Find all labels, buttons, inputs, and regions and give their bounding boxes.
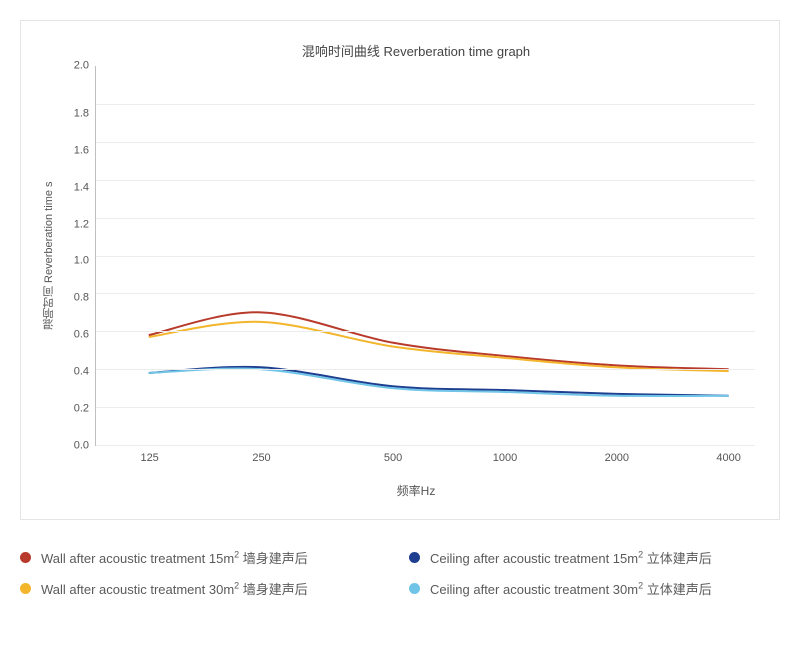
gridline: [96, 180, 755, 181]
y-tick: 1.2: [61, 219, 89, 230]
gridline: [96, 256, 755, 257]
y-tick: 0.4: [61, 367, 89, 378]
series-wall30: [149, 322, 729, 371]
y-tick: 0.6: [61, 330, 89, 341]
y-axis-label: 混响时间 Reverberation time s: [37, 66, 61, 446]
gridline: [96, 218, 755, 219]
series-ceiling30: [149, 369, 729, 396]
y-tick: 0.2: [61, 404, 89, 415]
y-axis-ticks: 2.01.81.61.41.21.00.80.60.40.20.0: [61, 66, 95, 446]
y-tick: 1.0: [61, 256, 89, 267]
series-wall15: [149, 312, 729, 369]
y-tick: 1.8: [61, 108, 89, 119]
legend-item-wall30: Wall after acoustic treatment 30m2 墙身建声后: [20, 579, 391, 598]
x-tick: 4000: [716, 452, 740, 464]
x-tick: 125: [140, 452, 158, 464]
legend-item-ceiling30: Ceiling after acoustic treatment 30m2 立体…: [409, 579, 780, 598]
legend-dot-icon: [20, 552, 31, 563]
y-tick: 0.8: [61, 293, 89, 304]
gridline: [96, 369, 755, 370]
legend-label: Wall after acoustic treatment 15m2 墙身建声后: [41, 548, 308, 567]
x-tick: 250: [252, 452, 270, 464]
plot-row: 混响时间 Reverberation time s 2.01.81.61.41.…: [37, 66, 755, 446]
gridline: [96, 142, 755, 143]
legend-item-wall15: Wall after acoustic treatment 15m2 墙身建声后: [20, 548, 391, 567]
y-tick: 1.4: [61, 182, 89, 193]
y-tick: 1.6: [61, 145, 89, 156]
gridline: [96, 293, 755, 294]
chart-title: 混响时间曲线 Reverberation time graph: [37, 41, 755, 60]
gridline: [96, 407, 755, 408]
legend-dot-icon: [409, 583, 420, 594]
legend-label: Wall after acoustic treatment 30m2 墙身建声后: [41, 579, 308, 598]
x-tick: 2000: [605, 452, 629, 464]
x-axis-ticks: 125 250 500 1000 2000 4000: [37, 446, 755, 464]
legend-item-ceiling15: Ceiling after acoustic treatment 15m2 立体…: [409, 548, 780, 567]
chart-card: 混响时间曲线 Reverberation time graph 混响时间 Rev…: [20, 20, 780, 520]
x-axis-label: 频率Hz: [37, 482, 755, 499]
legend-label: Ceiling after acoustic treatment 30m2 立体…: [430, 579, 712, 598]
legend-label: Ceiling after acoustic treatment 15m2 立体…: [430, 548, 712, 567]
legend-dot-icon: [409, 552, 420, 563]
gridline: [96, 104, 755, 105]
y-tick: 2.0: [61, 61, 89, 72]
plot-area: [95, 66, 755, 446]
x-tick: 500: [384, 452, 402, 464]
legend-dot-icon: [20, 583, 31, 594]
gridline: [96, 331, 755, 332]
legend: Wall after acoustic treatment 15m2 墙身建声后…: [20, 548, 780, 598]
x-tick: 1000: [493, 452, 517, 464]
